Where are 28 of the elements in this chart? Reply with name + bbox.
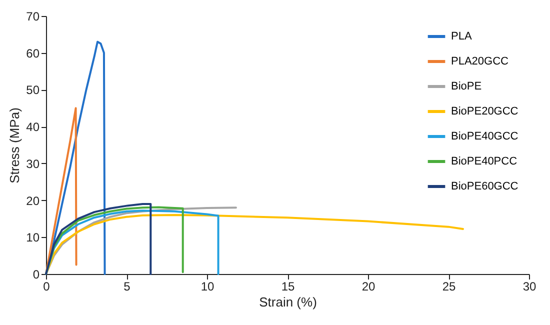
- y-tick-label: 40: [26, 120, 40, 134]
- line-series: [45, 206, 184, 275]
- y-tick-label: 20: [26, 194, 40, 208]
- x-tick-label: 0: [43, 280, 50, 294]
- y-tick-label: 50: [26, 83, 40, 98]
- line-series: [45, 202, 152, 275]
- legend-label: BioPE60GCC: [451, 180, 518, 192]
- y-tick-label: 60: [26, 46, 40, 60]
- line-series: [45, 107, 78, 275]
- x-tick-label: 25: [442, 280, 456, 294]
- x-tick-label: 15: [281, 280, 295, 294]
- legend-label: BioPE40GCC: [451, 130, 518, 142]
- y-tick-label: 10: [26, 230, 40, 245]
- legend-label: BioPE: [451, 80, 482, 92]
- legend-label: BioPE40PCC: [451, 156, 518, 168]
- y-tick-label: 0: [32, 268, 40, 282]
- y-tick-label: 30: [26, 156, 40, 171]
- legend-label: PLA20GCC: [451, 56, 509, 68]
- line-series: [45, 214, 464, 275]
- x-tick-label: 20: [362, 280, 376, 294]
- y-tick-label: 70: [26, 10, 40, 24]
- x-tick-label: 10: [200, 280, 214, 294]
- y-axis-title: Stress (MPa): [7, 108, 22, 184]
- legend-label: PLA: [451, 30, 472, 42]
- x-tick-label: 5: [124, 280, 131, 294]
- legend-label: BioPE20GCC: [451, 106, 518, 118]
- x-tick-label: 30: [522, 280, 536, 294]
- x-axis-title: Strain (%): [259, 294, 317, 310]
